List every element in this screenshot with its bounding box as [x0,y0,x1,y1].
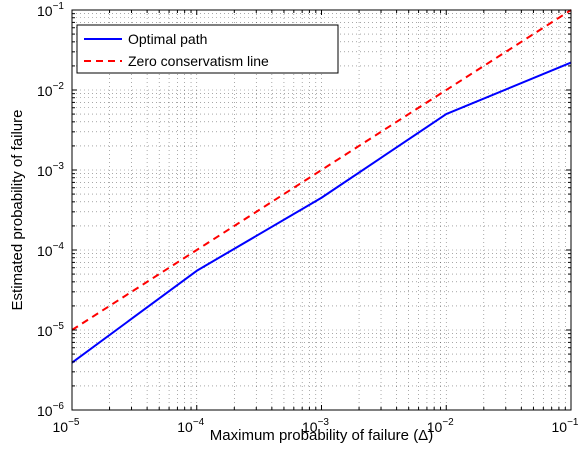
y-tick-label: 10−2 [37,81,64,99]
y-tick-label: 10−6 [37,401,64,419]
x-tick-label: 10−4 [177,417,204,435]
x-tick-label: 10−3 [302,417,329,435]
x-tick-label: 10−1 [552,417,579,435]
x-tick-labels: 10−5 10−4 10−3 10−2 10−1 [53,417,579,435]
tick-marks [71,9,572,411]
y-tick-label: 10−1 [37,1,64,19]
plot-lines [71,9,572,364]
x-axis-label: Maximum probability of failure (Δ) [210,427,433,444]
grid [72,10,571,410]
y-tick-labels: 10−6 10−5 10−4 10−3 10−2 10−1 [37,1,64,419]
y-tick-label: 10−4 [37,241,64,259]
zero-conservatism-line [71,9,572,331]
x-tick-label: 10−5 [53,417,80,435]
x-tick-label: 10−2 [427,417,454,435]
y-tick-label: 10−3 [37,161,64,179]
y-tick-label: 10−5 [37,321,64,339]
legend-box [76,24,339,74]
y-axis-label: Estimated probability of failure [9,110,26,311]
legend-label-optimal-path: Optimal path [128,31,207,47]
legend: Optimal path Zero conservatism line [76,24,339,74]
optimal-path-line [71,61,572,364]
legend-label-zero-conservatism-line: Zero conservatism line [128,53,269,69]
